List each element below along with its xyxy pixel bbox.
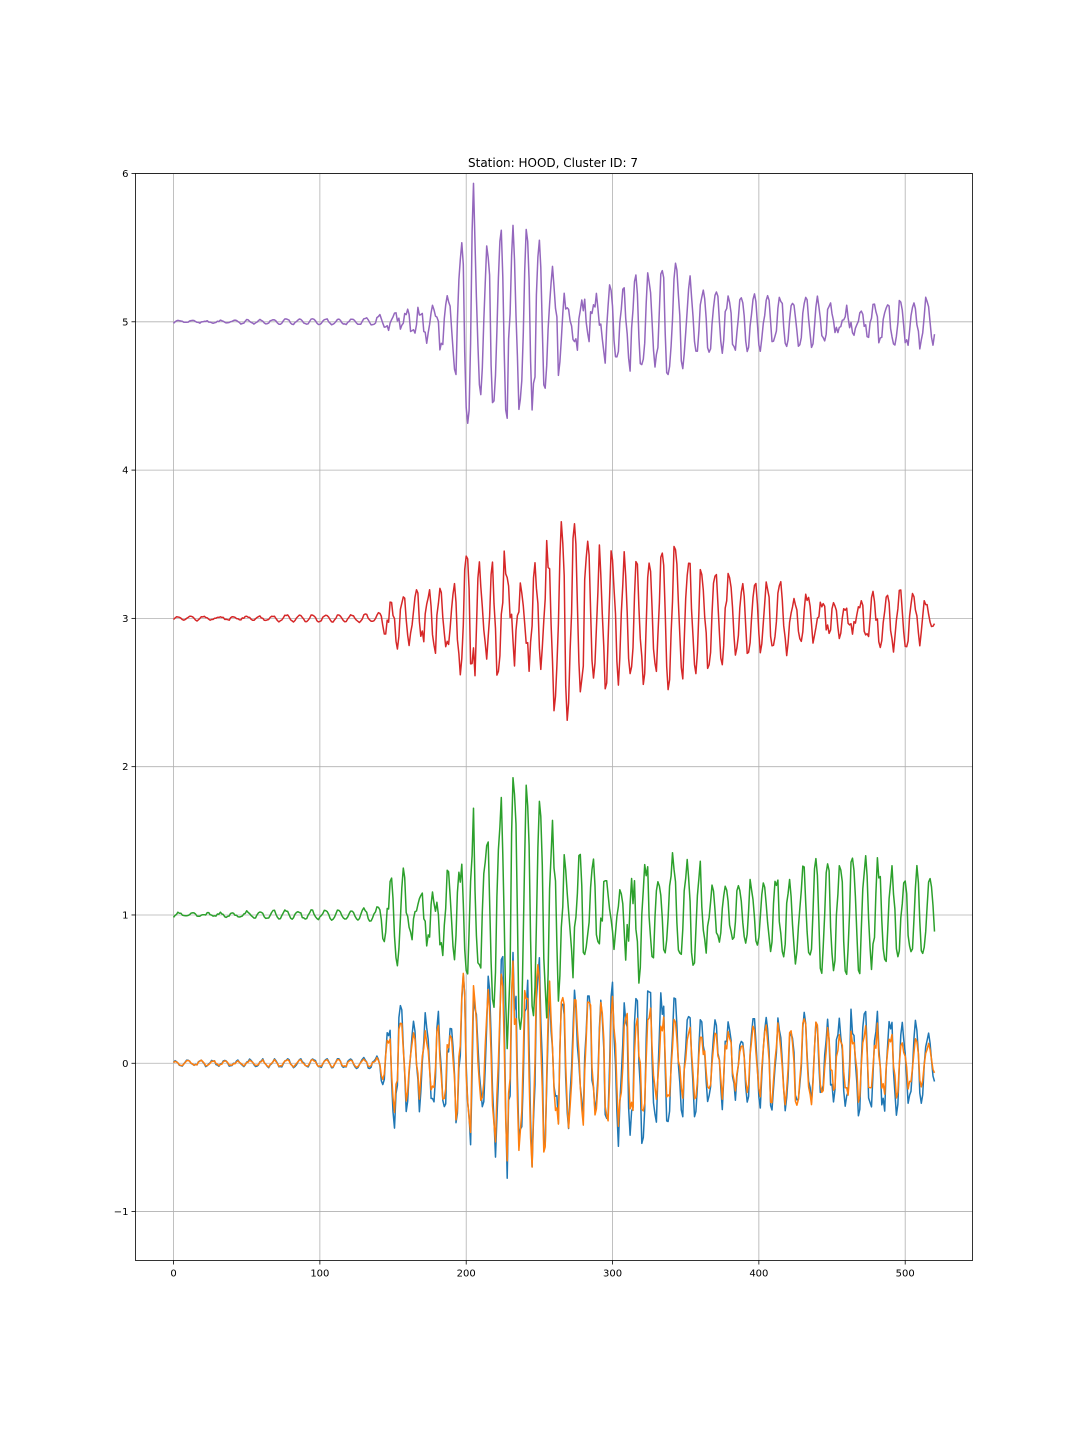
y-tick-label: 4 (122, 466, 128, 477)
y-tick-label: 6 (122, 169, 128, 180)
y-tick-label: 3 (122, 614, 128, 625)
y-tick-label: −1 (114, 1207, 129, 1218)
plot-frame (135, 173, 973, 1261)
x-tick-label: 100 (310, 1269, 329, 1280)
y-tick-label: 2 (122, 762, 128, 773)
y-tick-label: 1 (122, 910, 128, 921)
x-tick-label: 400 (749, 1269, 768, 1280)
chart-title: Station: HOOD, Cluster ID: 7 (468, 156, 638, 170)
tick-layer: 0 100 200 300 400 500 −1 0 1 2 3 4 5 6 (114, 169, 915, 1280)
series-line-trace-3 (172, 777, 936, 1050)
series-line-trace-2 (173, 960, 936, 1168)
series-line-trace-1 (172, 951, 936, 1179)
series-line-trace-4 (172, 520, 936, 722)
series-layer (172, 182, 936, 1179)
x-tick-label: 0 (170, 1269, 176, 1280)
series-line-trace-5 (172, 182, 936, 425)
x-tick-label: 300 (603, 1269, 622, 1280)
x-tick-label: 200 (457, 1269, 476, 1280)
x-tick-label: 500 (896, 1269, 915, 1280)
y-tick-label: 0 (122, 1059, 128, 1070)
y-tick-label: 5 (122, 317, 128, 328)
